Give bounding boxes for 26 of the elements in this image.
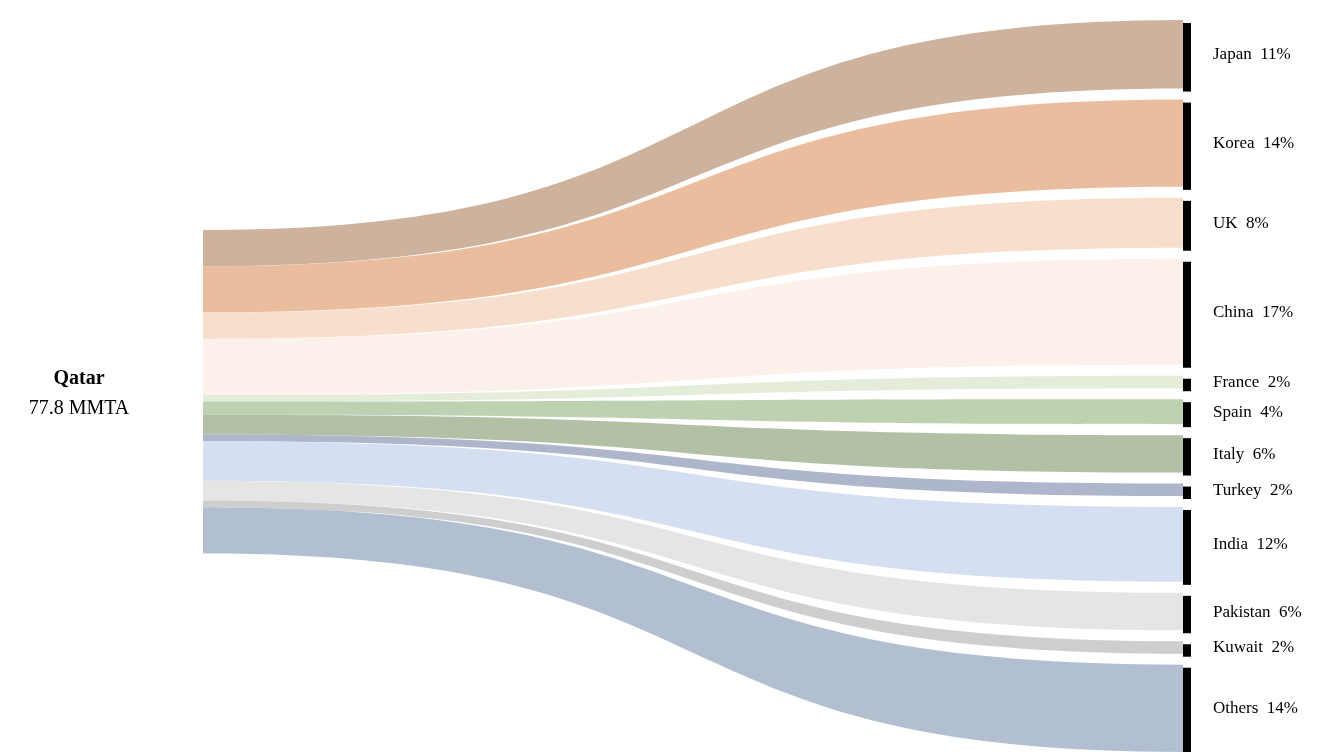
category-label: Italy — [1213, 443, 1245, 463]
data-label: 8% — [1246, 212, 1269, 232]
data-label: 6% — [1252, 443, 1276, 463]
text: Qatar — [52, 364, 106, 390]
data-label: 2% — [1270, 479, 1293, 499]
category-label: Pakistan — [1213, 601, 1271, 621]
category-label: China — [1213, 301, 1254, 321]
data-label: 11% — [1260, 44, 1291, 64]
category-label: India — [1213, 534, 1248, 554]
text: 77.8 MMTA — [27, 394, 131, 420]
data-label: 4% — [1260, 401, 1283, 421]
category-label: Korea — [1213, 133, 1255, 153]
data-label: 14% — [1266, 698, 1298, 718]
category-label: Japan — [1213, 44, 1252, 64]
category-label: Others — [1213, 698, 1259, 718]
category-label: Turkey — [1213, 479, 1262, 499]
category-label: France — [1213, 371, 1260, 391]
data-label: 2% — [1271, 637, 1295, 657]
category-label: UK — [1213, 212, 1238, 232]
data-label: 2% — [1267, 371, 1291, 391]
data-label: 12% — [1256, 534, 1288, 554]
category-label: Kuwait — [1213, 637, 1264, 657]
category-label: Spain — [1213, 401, 1252, 421]
data-label: 14% — [1263, 133, 1295, 153]
data-label: 6% — [1279, 601, 1302, 621]
data-label: 17% — [1262, 301, 1294, 321]
